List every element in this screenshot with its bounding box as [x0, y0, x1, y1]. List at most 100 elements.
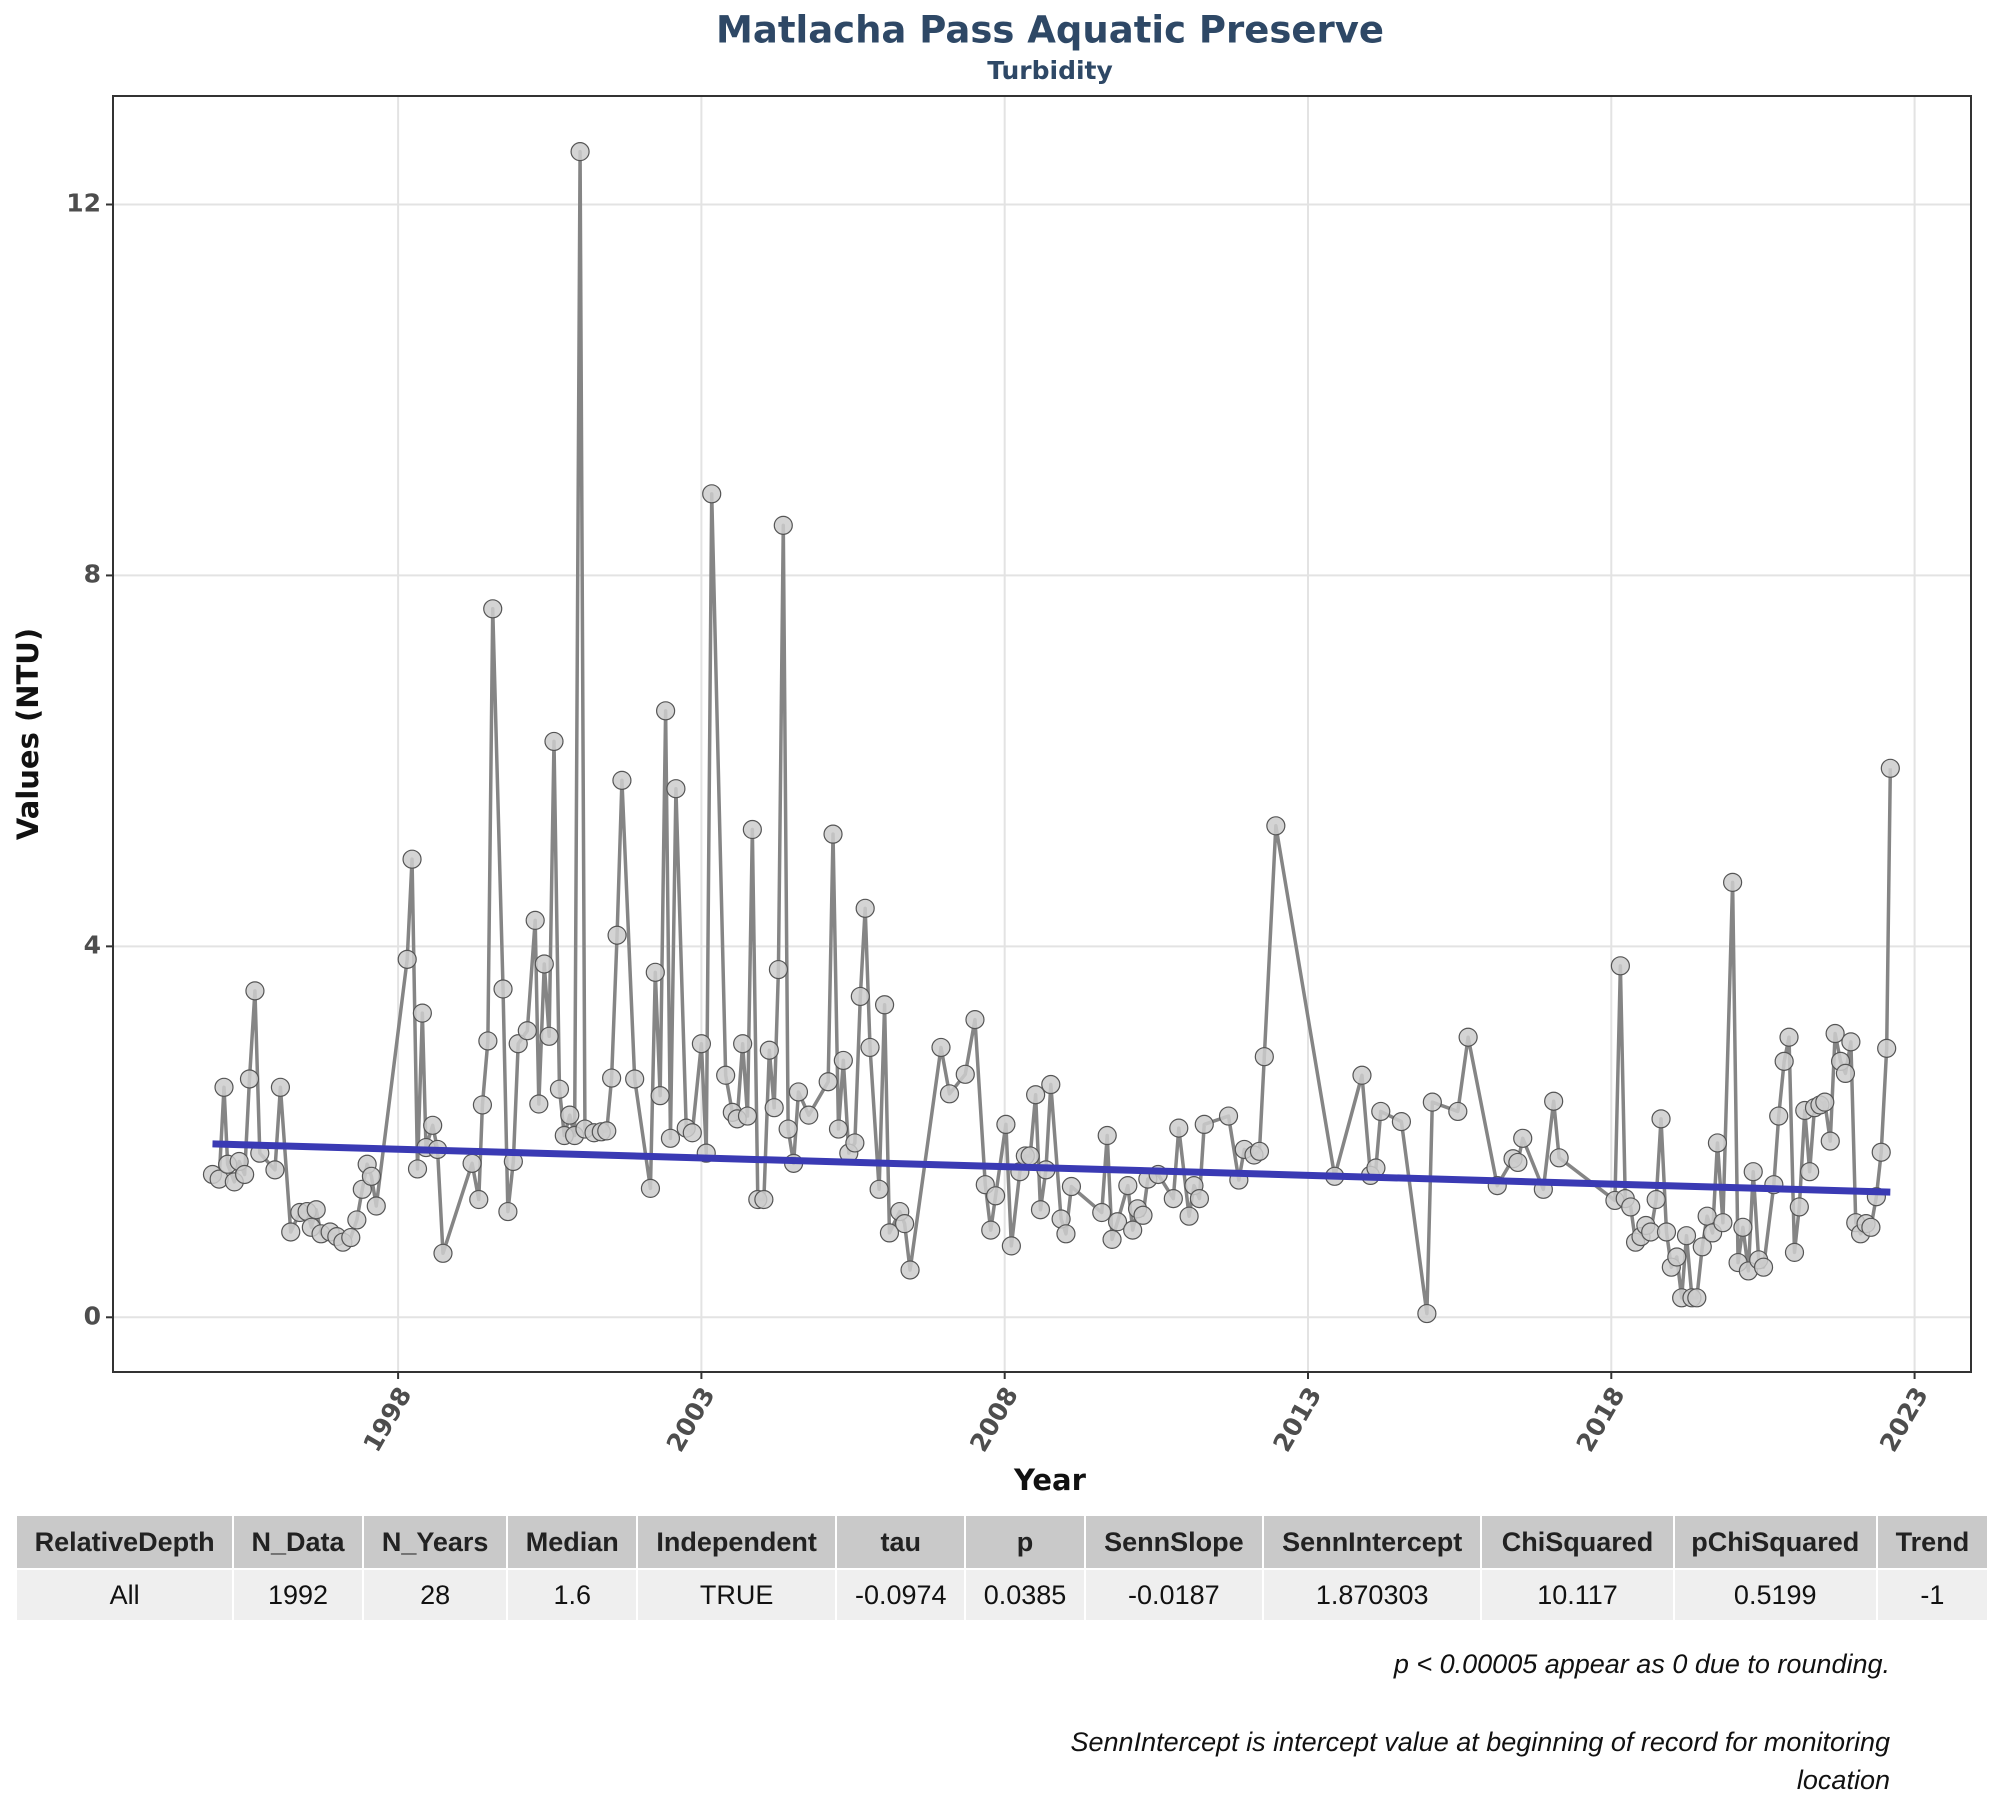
data-point [281, 1222, 301, 1242]
data-point [860, 1037, 880, 1058]
data-point [1656, 1222, 1677, 1242]
data-point [544, 731, 564, 752]
data-point [341, 1227, 361, 1248]
table-cell: -0.0187 [1083, 1568, 1264, 1622]
table-cell: 10.117 [1480, 1568, 1675, 1622]
data-point [1769, 1106, 1789, 1126]
data-point [1707, 1133, 1728, 1153]
data-point [682, 1123, 702, 1143]
data-point [1544, 1091, 1564, 1111]
data-point [996, 1114, 1016, 1135]
data-point [1179, 1206, 1199, 1226]
column-header: pChiSquared [1672, 1514, 1878, 1570]
data-point [508, 1034, 528, 1054]
table-cell: 1.6 [506, 1568, 639, 1622]
data-point [498, 1201, 518, 1222]
data-point [1030, 1200, 1051, 1220]
data-point [823, 824, 843, 844]
data-point [1001, 1236, 1021, 1256]
data-point [1667, 1247, 1687, 1267]
data-point [965, 1010, 985, 1030]
data-point [869, 1179, 889, 1199]
data-point [1753, 1257, 1774, 1277]
column-header: N_Years [361, 1514, 509, 1570]
column-header: SennSlope [1083, 1514, 1264, 1570]
data-point [1189, 1188, 1210, 1209]
table-cell: TRUE [636, 1568, 838, 1622]
data-point [1784, 1242, 1805, 1262]
y-tick-label: 4 [84, 930, 101, 959]
data-point [525, 910, 545, 930]
data-point [778, 1119, 798, 1139]
data-point [1118, 1176, 1138, 1196]
table-body: All 1992 28 1.6 TRUE -0.0974 0.0385 -0.0187 1.87… [14, 1568, 1990, 1622]
data-point [539, 1026, 559, 1046]
data-point [1789, 1197, 1809, 1217]
data-point [239, 1069, 260, 1089]
data-point [1123, 1220, 1143, 1240]
data-point [1107, 1212, 1128, 1232]
data-point [1779, 1027, 1799, 1047]
data-point [1549, 1148, 1569, 1168]
table-cell: 28 [361, 1568, 509, 1622]
data-point [607, 925, 627, 945]
data-point [1733, 1217, 1753, 1237]
data-point [625, 1069, 645, 1089]
data-point [1687, 1288, 1707, 1308]
data-point [265, 1160, 285, 1180]
plot-border [112, 95, 1972, 1373]
data-point [828, 1119, 849, 1139]
column-header: Median [506, 1514, 639, 1570]
y-axis-label: Values (NTU) [11, 628, 45, 840]
data-point [1448, 1101, 1468, 1122]
data-point [612, 770, 632, 790]
x-tick-label: 2023 [1874, 1382, 1934, 1457]
data-point [985, 1186, 1006, 1206]
data-point [1610, 956, 1630, 976]
data-point [472, 1095, 493, 1115]
data-point [1513, 1128, 1533, 1148]
data-point [733, 1034, 753, 1054]
data-point [955, 1064, 975, 1084]
y-tick-label: 8 [84, 559, 101, 588]
data-point [1646, 1189, 1666, 1210]
data-point [549, 1079, 570, 1099]
data-point [1458, 1027, 1478, 1047]
data-point [361, 1166, 382, 1186]
data-point [469, 1189, 489, 1210]
data-point [1092, 1202, 1112, 1223]
data-point [742, 819, 762, 840]
data-point [1097, 1125, 1117, 1146]
data-point [1861, 1217, 1881, 1237]
trend-line [212, 1140, 1891, 1196]
table-cell: 0.0385 [964, 1568, 1086, 1622]
stats-table: RelativeDepth N_Data N_Years Median Independ… [14, 1514, 1990, 1622]
data-point [879, 1223, 900, 1243]
data-point [1056, 1224, 1076, 1244]
data-point [818, 1072, 838, 1092]
data-point [656, 701, 676, 721]
note: SennIntercept is intercept value at begi… [1070, 1727, 1890, 1795]
data-point [788, 1082, 809, 1102]
data-point [1774, 1051, 1794, 1071]
data-point [570, 142, 590, 162]
data-point [1743, 1162, 1763, 1182]
data-point [895, 1214, 915, 1234]
data-point [716, 1065, 736, 1085]
data-point [407, 1159, 428, 1179]
data-point [1871, 1142, 1891, 1162]
data-point [347, 1210, 367, 1230]
table-cell: 0.5199 [1672, 1568, 1878, 1622]
data-point [1508, 1152, 1528, 1173]
data-point [799, 1105, 819, 1125]
x-axis-label: Year [1013, 1463, 1087, 1497]
table-cell: -0.0974 [835, 1568, 967, 1622]
data-point [650, 1086, 670, 1106]
x-tick-label: 2008 [964, 1382, 1024, 1457]
data-point [402, 849, 422, 869]
data-point [874, 995, 895, 1015]
data-point [1651, 1109, 1671, 1129]
data-point [1422, 1092, 1442, 1112]
data-point [1815, 1092, 1835, 1112]
